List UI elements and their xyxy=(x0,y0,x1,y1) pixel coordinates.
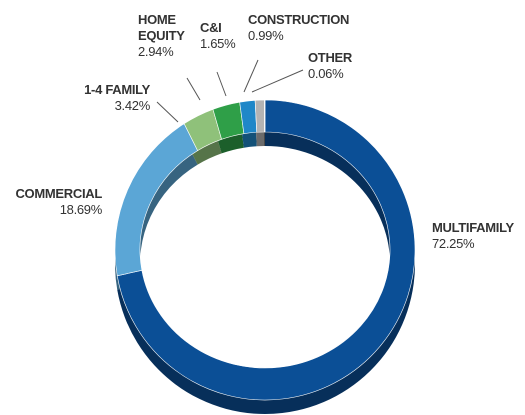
value-label: 0.06% xyxy=(308,66,344,81)
category-name: HOME EQUITY xyxy=(138,12,185,43)
category-name: OTHER xyxy=(308,50,353,65)
slice-label: C&I 1.65% xyxy=(200,20,236,52)
slice-label: HOME EQUITY 2.94% xyxy=(138,12,198,60)
category-name: CONSTRUCTION xyxy=(248,12,350,27)
leader-lines xyxy=(156,59,304,123)
value-label: 72.25% xyxy=(432,236,475,251)
slice-label: CONSTRUCTION 0.99% xyxy=(248,12,349,44)
value-label: 3.42% xyxy=(114,98,151,113)
value-label: 0.99% xyxy=(248,28,284,43)
category-name: 1-4 FAMILY xyxy=(84,82,150,97)
slice-label: COMMERCIAL 18.69% xyxy=(15,186,102,218)
category-name: COMMERCIAL xyxy=(15,186,102,201)
category-name: C&I xyxy=(200,20,222,35)
value-label: 1.65% xyxy=(200,36,236,51)
slice-label: MULTIFAMILY 72.25% xyxy=(432,220,514,252)
value-label: 18.69% xyxy=(59,202,103,217)
leader-line xyxy=(156,101,179,123)
leader-line xyxy=(251,69,304,93)
slice xyxy=(254,99,265,133)
leader-line xyxy=(243,59,259,93)
slice xyxy=(116,99,416,401)
slice-label: OTHER 0.06% xyxy=(308,50,352,82)
leader-line xyxy=(216,71,227,97)
slice-label: 1-4 FAMILY 3.42% xyxy=(84,82,150,114)
leader-line xyxy=(186,77,201,101)
category-name: MULTIFAMILY xyxy=(432,220,514,235)
slice xyxy=(264,99,266,133)
value-label: 2.94% xyxy=(138,44,174,59)
